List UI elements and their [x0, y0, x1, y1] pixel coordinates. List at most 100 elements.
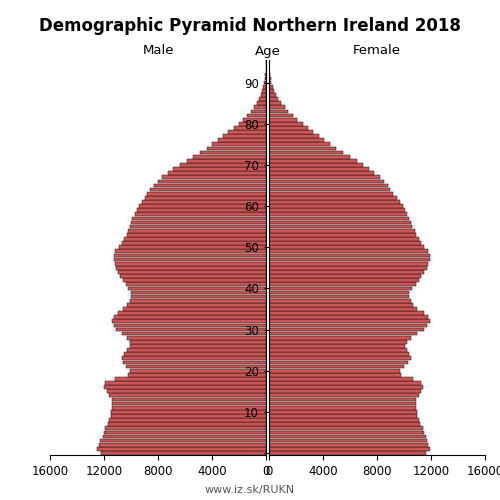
Bar: [128, 229, 266, 232]
Bar: [135, 212, 266, 216]
Bar: [136, 208, 266, 212]
Bar: [269, 451, 426, 455]
Bar: [269, 282, 416, 286]
Bar: [269, 307, 418, 311]
Bar: [269, 110, 287, 114]
Bar: [122, 241, 266, 245]
Bar: [158, 180, 266, 183]
Bar: [269, 155, 350, 158]
Bar: [254, 106, 266, 109]
Bar: [128, 373, 266, 376]
Bar: [269, 340, 406, 344]
Bar: [112, 320, 266, 323]
Bar: [106, 381, 266, 385]
Bar: [269, 377, 414, 380]
Bar: [126, 282, 266, 286]
Bar: [269, 332, 418, 336]
Bar: [119, 246, 266, 249]
Bar: [131, 220, 266, 224]
Bar: [269, 114, 293, 117]
Bar: [269, 373, 401, 376]
Bar: [269, 303, 414, 306]
Bar: [130, 225, 266, 228]
Bar: [104, 430, 266, 434]
Bar: [120, 274, 266, 278]
Bar: [269, 138, 324, 142]
Bar: [110, 418, 266, 422]
Bar: [127, 303, 266, 306]
Bar: [269, 172, 374, 175]
Bar: [269, 76, 270, 80]
Bar: [269, 188, 390, 192]
Bar: [123, 360, 266, 364]
Bar: [269, 184, 388, 188]
Bar: [269, 130, 314, 134]
Bar: [269, 250, 428, 253]
Bar: [200, 150, 266, 154]
Text: www.iz.sk/RUKN: www.iz.sk/RUKN: [205, 485, 295, 495]
Bar: [269, 418, 419, 422]
Bar: [269, 200, 400, 204]
Text: Age: Age: [254, 44, 280, 58]
Text: Female: Female: [353, 44, 401, 58]
Bar: [269, 237, 419, 241]
Bar: [269, 348, 406, 352]
Bar: [98, 447, 266, 450]
Bar: [269, 118, 297, 122]
Bar: [252, 110, 266, 114]
Bar: [180, 163, 266, 167]
Bar: [269, 294, 410, 298]
Bar: [269, 398, 416, 402]
Bar: [110, 394, 266, 397]
Bar: [104, 386, 266, 389]
Bar: [264, 81, 266, 84]
Bar: [269, 85, 272, 88]
Bar: [142, 200, 266, 204]
Bar: [269, 402, 416, 406]
Bar: [131, 290, 266, 294]
Bar: [269, 438, 427, 442]
Bar: [130, 369, 266, 372]
Bar: [269, 216, 410, 220]
Bar: [116, 328, 266, 332]
Bar: [269, 328, 424, 332]
Bar: [269, 134, 319, 138]
Bar: [111, 410, 266, 414]
Bar: [114, 258, 266, 262]
Bar: [124, 237, 266, 241]
Bar: [131, 294, 266, 298]
Bar: [234, 126, 266, 130]
Bar: [269, 150, 343, 154]
Bar: [269, 443, 428, 446]
Bar: [269, 106, 285, 109]
Bar: [265, 76, 266, 80]
Bar: [269, 390, 422, 393]
Bar: [269, 278, 419, 282]
Bar: [269, 274, 422, 278]
Bar: [102, 434, 266, 438]
Bar: [269, 266, 427, 270]
Bar: [269, 258, 430, 262]
Bar: [130, 340, 266, 344]
Bar: [269, 163, 364, 167]
Bar: [264, 85, 266, 88]
Bar: [269, 229, 414, 232]
Bar: [112, 406, 266, 409]
Bar: [269, 299, 410, 302]
Bar: [269, 394, 419, 397]
Bar: [269, 93, 276, 97]
Bar: [168, 172, 266, 175]
Bar: [269, 286, 412, 290]
Bar: [173, 167, 266, 171]
Bar: [100, 438, 266, 442]
Bar: [260, 93, 266, 97]
Bar: [269, 142, 330, 146]
Bar: [118, 311, 266, 315]
Bar: [248, 114, 266, 117]
Bar: [269, 426, 423, 430]
Bar: [269, 81, 272, 84]
Bar: [123, 307, 266, 311]
Bar: [114, 254, 266, 258]
Bar: [269, 146, 336, 150]
Bar: [269, 254, 430, 258]
